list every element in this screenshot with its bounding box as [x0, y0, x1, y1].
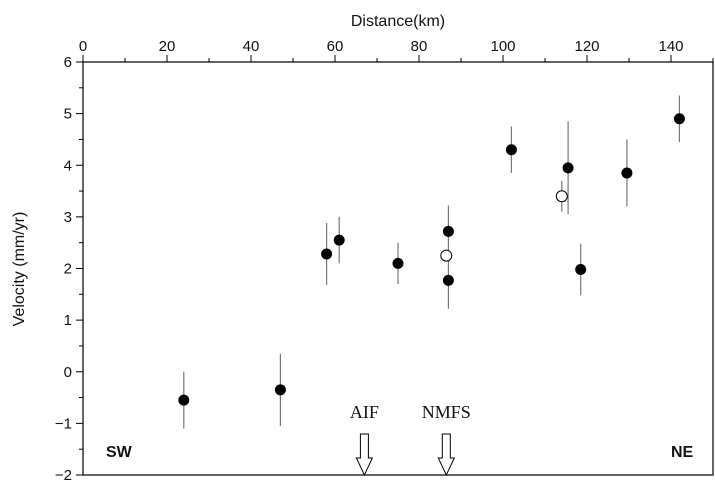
fault-arrow-nmfs [437, 433, 456, 477]
data-point [321, 248, 333, 260]
axis-ticks: 0 20 40 60 80 100 120 140 −2 −1 0 1 2 3 4 5 6 [55, 38, 714, 481]
data-point [562, 162, 574, 174]
x-tick-label: 60 [327, 38, 344, 55]
open-data-point [555, 190, 568, 203]
y-tick-label: −1 [55, 415, 72, 432]
x-tick-label: 0 [79, 38, 87, 55]
corner-label-sw: SW [106, 444, 133, 461]
data-point [575, 264, 587, 276]
y-tick-label: −2 [55, 467, 72, 481]
y-tick-label: 1 [64, 312, 72, 329]
y-tick-label: 4 [64, 157, 72, 174]
data-point [673, 113, 685, 125]
fault-arrow-aif [355, 433, 374, 477]
data-point [442, 274, 454, 286]
open-data-point [440, 249, 453, 262]
x-tick-label: 20 [159, 38, 176, 55]
x-tick-label: 120 [574, 38, 599, 55]
fault-label-aif: AIF [350, 402, 379, 422]
y-axis-title: Velocity (mm/yr) [11, 212, 28, 327]
data-point [505, 144, 517, 156]
y-tick-label: 0 [64, 364, 72, 381]
y-tick-label: 5 [64, 106, 72, 123]
fault-markers: AIF NMFS [350, 402, 471, 477]
y-tick-label: 2 [64, 261, 72, 278]
x-tick-label: 40 [243, 38, 260, 55]
fault-label-nmfs: NMFS [422, 402, 471, 422]
x-axis-title: Distance(km) [351, 13, 445, 30]
x-tick-label: 80 [411, 38, 428, 55]
y-tick-label: 6 [64, 54, 72, 71]
y-tick-label: 3 [64, 209, 72, 226]
data-point [178, 394, 190, 406]
data-point [392, 257, 404, 269]
data-point [442, 225, 454, 237]
corner-label-ne: NE [671, 444, 694, 461]
data-point [333, 234, 345, 246]
data-points [178, 95, 685, 429]
x-tick-label: 100 [490, 38, 515, 55]
x-tick-label: 140 [658, 38, 683, 55]
data-point [621, 167, 633, 179]
data-point [274, 384, 286, 396]
